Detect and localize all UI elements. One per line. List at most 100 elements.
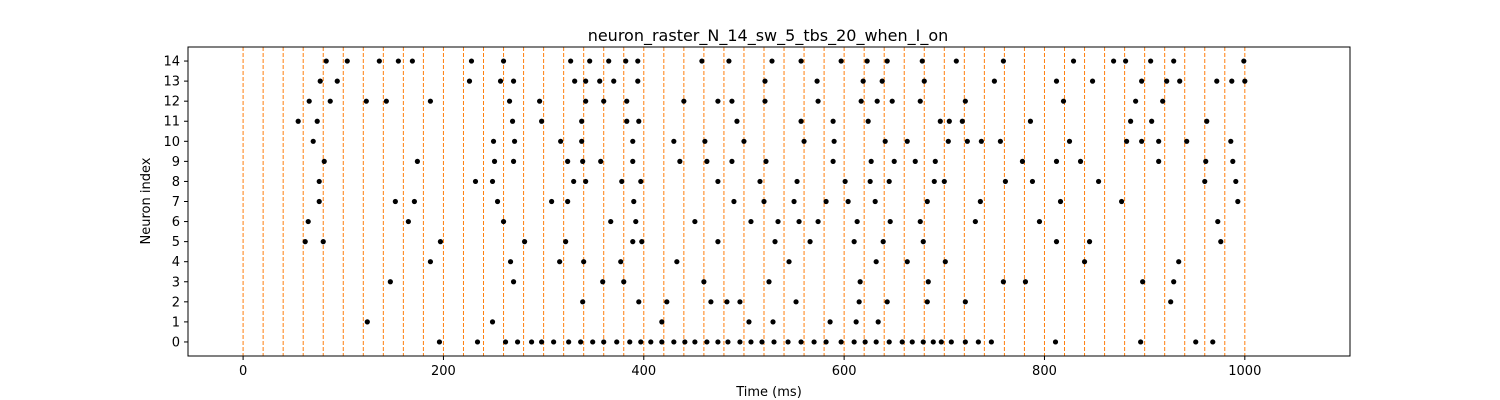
spike-point	[1233, 178, 1239, 185]
spike-point	[1123, 58, 1129, 64]
spike-point	[1053, 239, 1060, 245]
spike-point	[636, 299, 642, 305]
spike-point	[1057, 198, 1064, 205]
spike-point	[437, 239, 444, 245]
spike-point	[648, 339, 654, 345]
spike-point	[699, 58, 705, 64]
spike-point	[664, 299, 670, 305]
spike-point	[383, 98, 389, 104]
spike-point	[568, 58, 574, 64]
spike-point	[583, 178, 589, 185]
spike-point	[1128, 118, 1134, 124]
spike-point	[1066, 138, 1073, 144]
spike-point	[1156, 138, 1162, 144]
spike-point	[1053, 78, 1060, 84]
spike-point	[917, 218, 923, 225]
spike-point	[856, 299, 862, 305]
spike-point	[857, 279, 863, 285]
spike-point	[623, 58, 629, 64]
spike-point	[316, 198, 322, 205]
spike-point	[794, 178, 800, 185]
spike-point	[886, 178, 892, 185]
spike-point	[865, 118, 871, 124]
spike-point	[1215, 218, 1221, 225]
spike-point	[757, 178, 763, 185]
spike-point	[875, 319, 881, 325]
spike-point	[659, 339, 665, 345]
plot-frame	[187, 46, 1351, 357]
spike-point	[729, 98, 735, 104]
spike-point	[587, 58, 593, 64]
chart-title: neuron_raster_N_14_sw_5_tbs_20_when_I_on	[588, 26, 949, 46]
spike-point	[731, 198, 737, 205]
spike-point	[1110, 58, 1117, 64]
spike-point	[831, 138, 837, 144]
spike-point	[772, 239, 778, 245]
spike-point	[1176, 259, 1182, 265]
spike-point	[889, 98, 895, 104]
spike-point	[563, 239, 569, 245]
y-tick-label: 11	[163, 115, 180, 130]
spike-point	[511, 138, 518, 144]
spike-point	[1139, 138, 1145, 144]
spike-point	[566, 339, 572, 345]
spike-point	[635, 58, 641, 64]
y-tick-label: 0	[172, 335, 180, 350]
spike-point	[988, 339, 994, 345]
spike-point	[729, 158, 735, 164]
spike-point	[975, 339, 981, 345]
spike-point	[917, 98, 923, 104]
spike-point	[1019, 158, 1026, 164]
spike-point	[945, 138, 951, 144]
spike-point	[873, 259, 879, 265]
spike-point	[411, 198, 417, 205]
spike-point	[1242, 78, 1248, 84]
spike-point	[775, 218, 781, 225]
spike-point	[964, 138, 970, 144]
spike-point	[946, 118, 952, 124]
spike-point	[565, 158, 571, 164]
spike-point	[814, 78, 820, 84]
spike-point	[827, 319, 833, 325]
spike-point	[677, 158, 683, 164]
spike-point	[638, 339, 644, 345]
spike-point	[1168, 299, 1174, 305]
spike-point	[614, 339, 620, 345]
spike-point	[627, 339, 633, 345]
spike-point	[500, 58, 507, 64]
spike-point	[1164, 78, 1170, 84]
y-tick-label: 12	[163, 95, 180, 110]
spike-point	[701, 279, 707, 285]
spike-point	[854, 218, 860, 225]
spike-point	[549, 198, 555, 205]
spike-point	[921, 78, 927, 84]
spike-point	[770, 319, 776, 325]
y-tick-label: 4	[172, 255, 180, 270]
spike-point	[364, 319, 370, 325]
spike-point	[1053, 158, 1060, 164]
spike-point	[1230, 158, 1236, 164]
spike-point	[581, 259, 587, 265]
spike-point	[510, 158, 517, 164]
spike-point	[1210, 339, 1216, 345]
spike-point	[489, 178, 496, 185]
spike-point	[327, 98, 333, 104]
spike-point	[497, 78, 504, 84]
spike-point	[977, 198, 983, 205]
spike-point	[932, 158, 938, 164]
spike-point	[909, 339, 915, 345]
spike-point	[962, 339, 968, 345]
spike-point	[1149, 118, 1155, 124]
spike-point	[924, 198, 930, 205]
y-tick-label: 7	[172, 195, 180, 210]
spike-point	[674, 259, 680, 265]
spike-point	[801, 138, 807, 144]
spike-point	[1171, 58, 1177, 64]
spike-point	[490, 138, 497, 144]
y-tick-label: 10	[163, 135, 180, 150]
spike-point	[880, 239, 886, 245]
spike-point	[938, 339, 944, 345]
spike-point	[830, 118, 836, 124]
x-tick-label: 600	[832, 364, 857, 379]
spike-point	[630, 158, 636, 164]
